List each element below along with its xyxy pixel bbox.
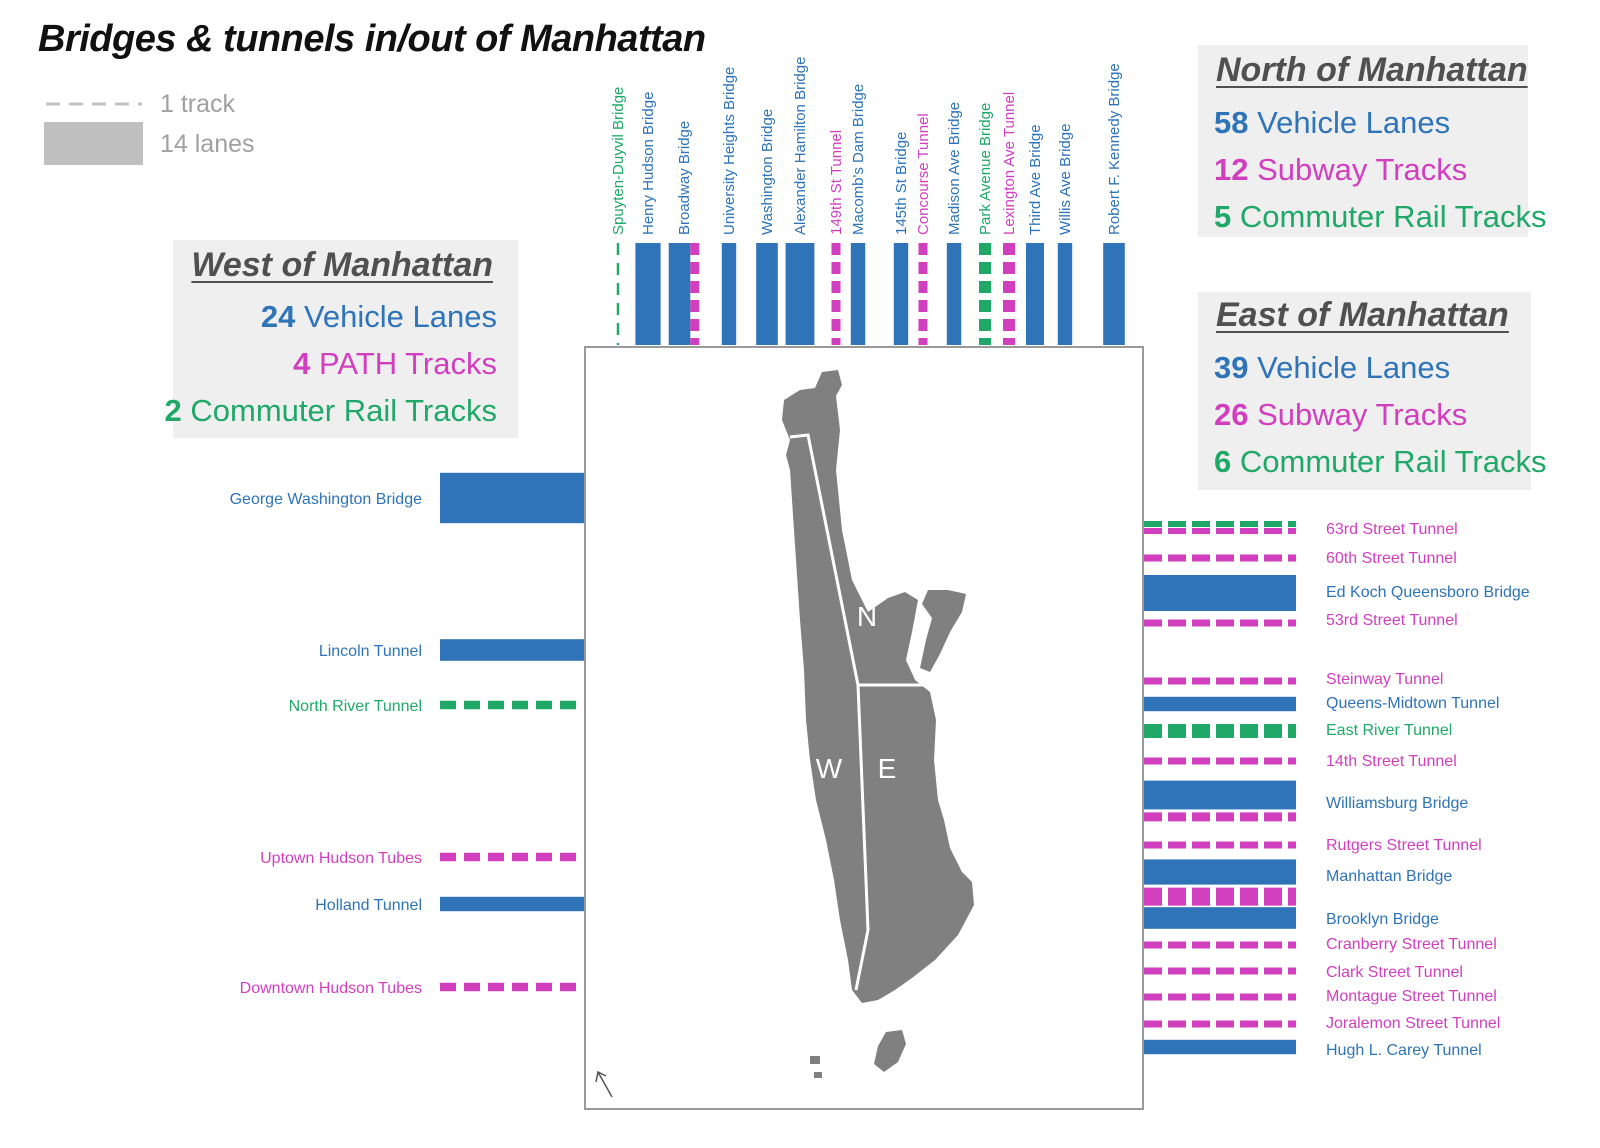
north-bar-145th-st-bridge (893, 243, 909, 345)
north-label-alexander-hamilton-bridge: Alexander Hamilton Bridge (792, 57, 809, 235)
west-label-north-river-tunnel: North River Tunnel (289, 698, 422, 715)
north-label-university-heights-bridge: University Heights Bridge (721, 67, 738, 235)
east-bar-brooklyn-bridge (1144, 907, 1296, 929)
east-label-clark-street-tunnel: Clark Street Tunnel (1326, 964, 1463, 981)
legend-lanes-label: 14 lanes (160, 130, 255, 158)
east-label-cranberry-street-tunnel: Cranberry Street Tunnel (1326, 936, 1497, 953)
east-bar-williamsburg-bridge (1144, 780, 1296, 810)
east-label-queens-midtown-tunnel: Queens-Midtown Tunnel (1326, 695, 1499, 712)
east-label-60th-street-tunnel: 60th Street Tunnel (1326, 550, 1457, 567)
west-bar-lincoln-tunnel (440, 639, 584, 661)
north-label-park-avenue-bridge: Park Avenue Bridge (977, 103, 994, 235)
north-label-concourse-tunnel: Concourse Tunnel (915, 113, 932, 235)
west-label-uptown-hudson-tubes: Uptown Hudson Tubes (260, 850, 422, 867)
west-label-holland-tunnel: Holland Tunnel (315, 897, 422, 914)
north-label-madison-ave-bridge: Madison Ave Bridge (946, 102, 963, 235)
north-label-broadway-bridge: Broadway Bridge (676, 121, 693, 235)
map-label-w: W (816, 753, 843, 784)
north-label-macomb-s-dam-bridge: Macomb's Dam Bridge (850, 84, 867, 235)
east-label-manhattan-bridge: Manhattan Bridge (1326, 868, 1452, 885)
west-summary-title: West of Manhattan (191, 246, 493, 284)
north-summary-title: North of Manhattan (1216, 51, 1528, 89)
east-label-brooklyn-bridge: Brooklyn Bridge (1326, 911, 1439, 928)
west-bar-holland-tunnel (440, 896, 584, 912)
east-label-east-river-tunnel: East River Tunnel (1326, 722, 1452, 739)
east-label-ed-koch-queensboro-bridge: Ed Koch Queensboro Bridge (1326, 584, 1530, 601)
east-bar-ed-koch-queensboro-bridge (1144, 575, 1296, 611)
north-label-third-ave-bridge: Third Ave Bridge (1027, 124, 1044, 235)
governors-island (874, 1030, 906, 1072)
east-label-14th-street-tunnel: 14th Street Tunnel (1326, 753, 1457, 770)
north-summary-box: North of Manhattan 58 Vehicle Lanes 12 S… (1198, 45, 1546, 237)
east-label-rutgers-street-tunnel: Rutgers Street Tunnel (1326, 837, 1482, 854)
north-label-robert-f-kennedy-bridge: Robert F. Kennedy Bridge (1106, 63, 1123, 235)
north-label-spuyten-duyvil-bridge: Spuyten-Duyvil Bridge (610, 87, 627, 235)
north-bar-henry-hudson-bridge (635, 243, 661, 345)
north-vehicle-line: 58 Vehicle Lanes (1214, 105, 1451, 140)
north-arrow-icon (595, 1070, 613, 1098)
east-label-53rd-street-tunnel: 53rd Street Tunnel (1326, 612, 1458, 629)
west-bar-george-washington-bridge (440, 472, 584, 524)
west-label-george-washington-bridge: George Washington Bridge (230, 491, 423, 508)
west-summary-box: West of Manhattan 24 Vehicle Lanes 4 PAT… (165, 240, 518, 438)
north-subway-line: 12 Subway Tracks (1214, 152, 1468, 187)
north-bar-broadway-bridge (668, 243, 691, 345)
west-rail-line: 2 Commuter Rail Tracks (164, 393, 497, 428)
roosevelt-island (920, 590, 966, 672)
north-rail-line: 5 Commuter Rail Tracks (1214, 199, 1547, 234)
north-bar-willis-ave-bridge (1057, 243, 1073, 345)
east-label-montague-street-tunnel: Montague Street Tunnel (1326, 988, 1497, 1005)
map-label-n: N (857, 601, 877, 632)
west-label-lincoln-tunnel: Lincoln Tunnel (319, 643, 422, 660)
north-label-washington-bridge: Washington Bridge (759, 109, 776, 235)
north-region-boundary (789, 433, 926, 687)
north-bar-third-ave-bridge (1026, 243, 1044, 345)
north-label-149th-st-tunnel: 149th St Tunnel (828, 130, 845, 235)
west-label-downtown-hudson-tubes: Downtown Hudson Tubes (240, 980, 422, 997)
east-label-williamsburg-bridge: Williamsburg Bridge (1326, 795, 1468, 812)
legend-track-swatch (46, 102, 142, 106)
east-summary-title: East of Manhattan (1216, 296, 1509, 334)
north-label-willis-ave-bridge: Willis Ave Bridge (1057, 124, 1074, 235)
west-east-boundary (854, 684, 870, 991)
north-bar-washington-bridge (756, 243, 778, 345)
east-label-63rd-street-tunnel: 63rd Street Tunnel (1326, 521, 1458, 538)
north-label-lexington-ave-tunnel: Lexington Ave Tunnel (1001, 92, 1018, 235)
north-bar-madison-ave-bridge (946, 243, 962, 345)
east-label-hugh-l-carey-tunnel: Hugh L. Carey Tunnel (1326, 1042, 1482, 1059)
north-label-henry-hudson-bridge: Henry Hudson Bridge (640, 92, 657, 235)
north-label-145th-st-bridge: 145th St Bridge (893, 132, 910, 235)
east-label-steinway-tunnel: Steinway Tunnel (1326, 671, 1443, 688)
east-vehicle-line: 39 Vehicle Lanes (1214, 350, 1451, 385)
east-bar-hugh-l-carey-tunnel (1144, 1039, 1296, 1055)
west-path-line: 4 PATH Tracks (293, 346, 497, 381)
legend-lanes-swatch (44, 122, 143, 165)
east-bar-manhattan-bridge (1144, 859, 1296, 885)
east-summary-box: East of Manhattan 39 Vehicle Lanes 26 Su… (1198, 292, 1546, 490)
east-rail-line: 6 Commuter Rail Tracks (1214, 444, 1547, 479)
east-subway-line: 26 Subway Tracks (1214, 397, 1468, 432)
ellis-island (814, 1072, 822, 1078)
liberty-island (810, 1056, 820, 1064)
north-bar-macomb-s-dam-bridge (850, 243, 866, 345)
page-title: Bridges & tunnels in/out of Manhattan (38, 18, 706, 60)
north-bar-alexander-hamilton-bridge (785, 243, 815, 345)
north-bar-robert-f-kennedy-bridge (1103, 243, 1125, 345)
east-label-joralemon-street-tunnel: Joralemon Street Tunnel (1326, 1015, 1500, 1032)
legend-track-label: 1 track (160, 90, 236, 118)
east-bar-queens-midtown-tunnel (1144, 696, 1296, 712)
map-label-e: E (878, 753, 897, 784)
west-vehicle-line: 24 Vehicle Lanes (260, 299, 497, 334)
north-bar-university-heights-bridge (721, 243, 737, 345)
